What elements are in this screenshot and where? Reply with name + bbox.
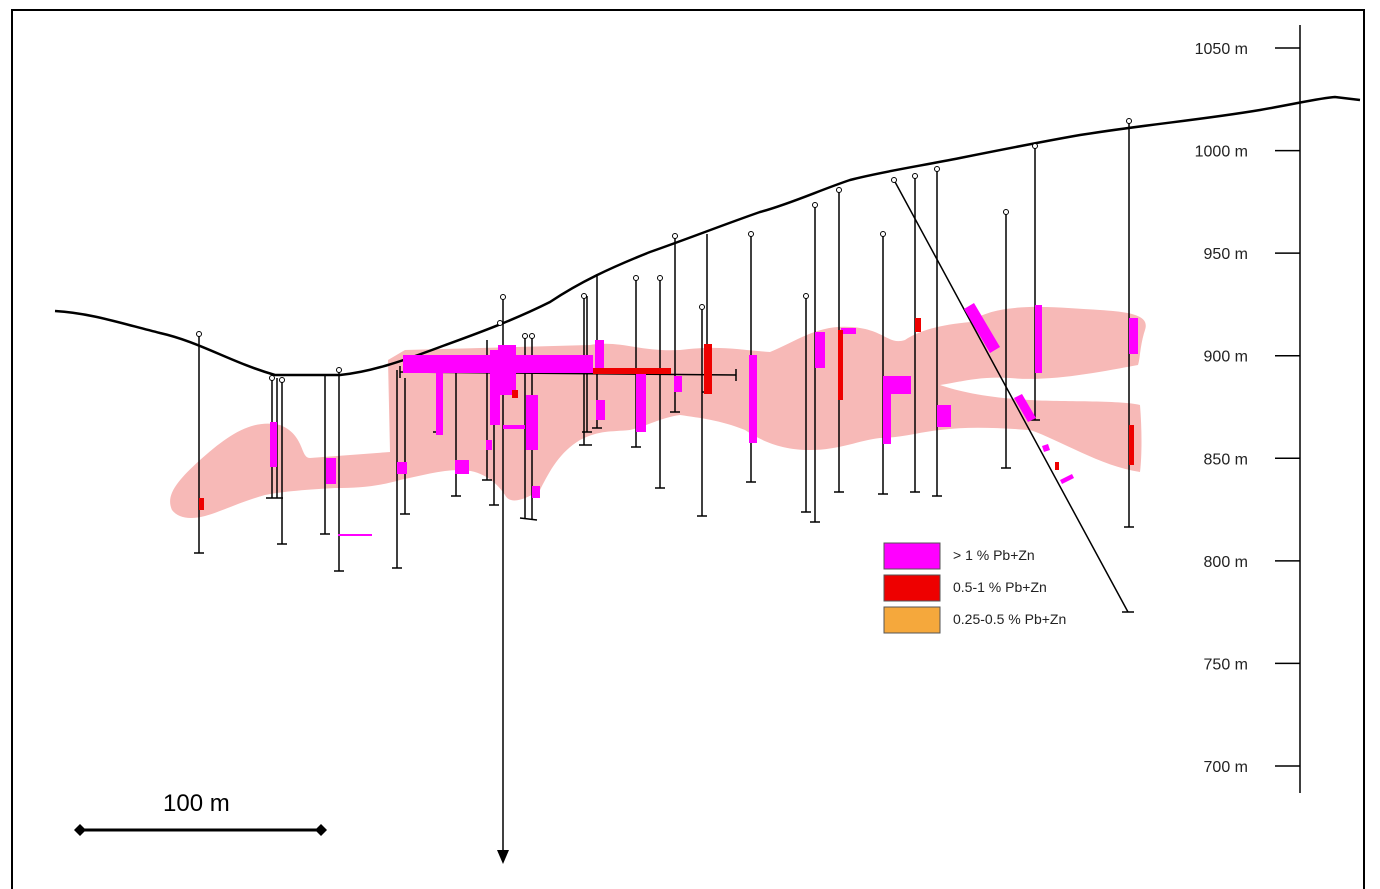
figure-frame <box>11 9 1365 889</box>
legend-swatch-high <box>883 542 941 570</box>
collar-markers <box>196 118 1132 383</box>
elevation-tick-label: 1000 m <box>1195 144 1248 161</box>
elevation-tick-label: 900 m <box>1204 349 1248 366</box>
elevation-axis: 1050 m 1000 m 950 m 900 m 850 m 800 m 750 m 700… <box>1195 25 1301 793</box>
scale-bar: 100 m <box>74 790 327 836</box>
assay-intervals-high <box>270 303 1138 536</box>
legend-swatch-medium <box>883 574 941 602</box>
scale-bar-label: 100 m <box>163 790 230 817</box>
legend-label-low: 0.25-0.5 % Pb+Zn <box>953 611 1066 627</box>
legend-item-low: 0.25-0.5 % Pb+Zn <box>883 606 1066 634</box>
elevation-tick-label: 700 m <box>1204 759 1248 776</box>
ore-envelope <box>170 306 1146 518</box>
legend-item-high: > 1 % Pb+Zn <box>883 542 1035 570</box>
legend-label-medium: 0.5-1 % Pb+Zn <box>953 579 1047 595</box>
legend: > 1 % Pb+Zn 0.5-1 % Pb+Zn 0.25-0.5 % Pb+… <box>883 542 1066 634</box>
elevation-tick-label: 850 m <box>1204 451 1248 468</box>
drillholes <box>198 121 1130 858</box>
elevation-tick-label: 750 m <box>1204 656 1248 673</box>
scale-bar-left-end <box>74 824 86 836</box>
topography-line <box>54 95 1361 377</box>
ore-envelope-lower <box>170 306 1146 518</box>
deep-hole-arrowhead <box>497 850 509 864</box>
inclined-drillhole <box>893 179 1129 613</box>
elevation-tick-label: 800 m <box>1204 554 1248 571</box>
legend-item-medium: 0.5-1 % Pb+Zn <box>883 574 1047 602</box>
elevation-tick-label: 950 m <box>1204 246 1248 263</box>
assay-intervals-medium <box>199 318 1134 510</box>
elevation-tick-label: 1050 m <box>1195 41 1248 58</box>
hole-end-ticks <box>194 366 1134 613</box>
legend-swatch-low <box>883 606 941 634</box>
legend-label-high: > 1 % Pb+Zn <box>953 547 1035 563</box>
scale-bar-right-end <box>315 824 327 836</box>
